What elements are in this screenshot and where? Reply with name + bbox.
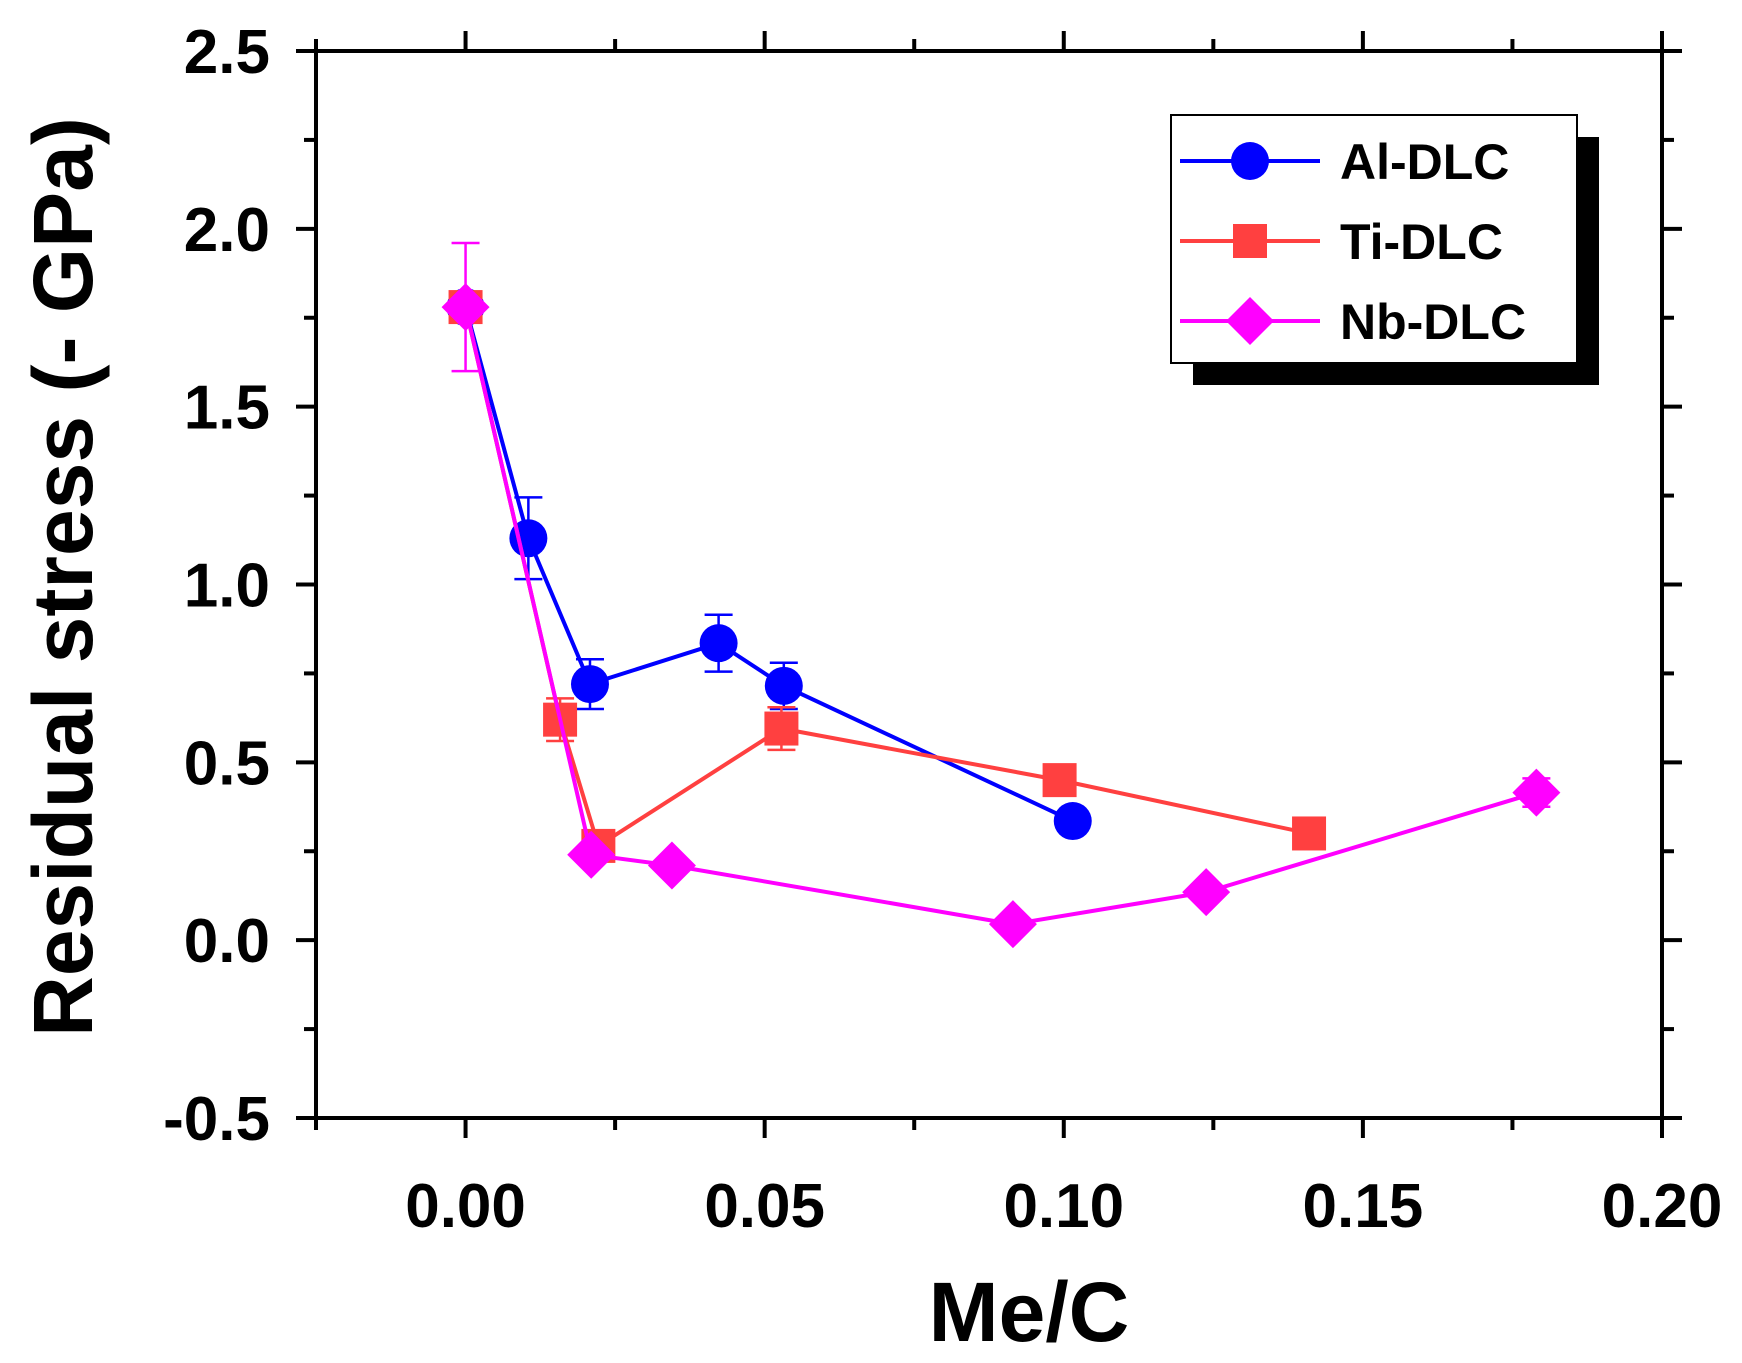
legend: Al-DLC Ti-DLC Nb-DLC	[1170, 114, 1599, 385]
y-tick-label: 2.0	[184, 196, 270, 265]
y-tick-label: 1.5	[184, 374, 270, 443]
data-point	[764, 666, 803, 705]
y-tick-label: -0.5	[163, 1085, 270, 1154]
legend-marker	[1231, 142, 1269, 180]
y-tick-label: 2.5	[184, 18, 270, 87]
data-point	[764, 711, 799, 746]
x-axis-title: Me/C	[929, 1265, 1130, 1359]
data-point	[1512, 768, 1561, 817]
legend-label: Al-DLC	[1340, 134, 1509, 190]
data-point	[647, 841, 696, 890]
y-axis-title: Residual stress (- GPa)	[16, 117, 110, 1037]
data-point	[567, 830, 616, 879]
data-point	[1053, 802, 1092, 841]
axes: 0.00 0.05 0.10 0.15 0.20 -0.5 0.0 0.5 1.0 1.5 2.0 2…	[163, 18, 1722, 1241]
x-tick-label: 0.05	[704, 1172, 825, 1241]
legend-entry-al-dlc: Al-DLC	[1180, 134, 1509, 190]
y-tick-label: 0.5	[184, 729, 270, 798]
legend-entry-ti-dlc: Ti-DLC	[1180, 214, 1503, 270]
series-line-nb-dlc	[463, 306, 1537, 927]
series-line-ti-dlc	[463, 306, 1310, 850]
data-point	[441, 283, 490, 332]
legend-marker	[1226, 297, 1274, 345]
data-point	[1182, 868, 1231, 917]
y-tick-label: 0.0	[184, 907, 270, 976]
legend-entry-nb-dlc: Nb-DLC	[1180, 294, 1526, 350]
x-tick-label: 0.00	[405, 1172, 526, 1241]
legend-marker	[1233, 224, 1267, 258]
x-tick-label: 0.10	[1003, 1172, 1124, 1241]
legend-label: Ti-DLC	[1340, 214, 1503, 270]
x-tick-label: 0.15	[1303, 1172, 1424, 1241]
y-tick-label: 1.0	[184, 552, 270, 621]
x-tick-label: 0.20	[1602, 1172, 1723, 1241]
data-point	[1292, 816, 1327, 851]
series-line-al-dlc	[463, 306, 1074, 823]
data-point	[699, 624, 738, 663]
series-layer	[441, 241, 1561, 949]
legend-label: Nb-DLC	[1340, 294, 1526, 350]
data-point	[988, 900, 1037, 949]
series-al-dlc	[446, 288, 1092, 841]
series-nb-dlc	[441, 241, 1561, 949]
data-point	[570, 665, 609, 704]
data-point	[1042, 763, 1077, 798]
